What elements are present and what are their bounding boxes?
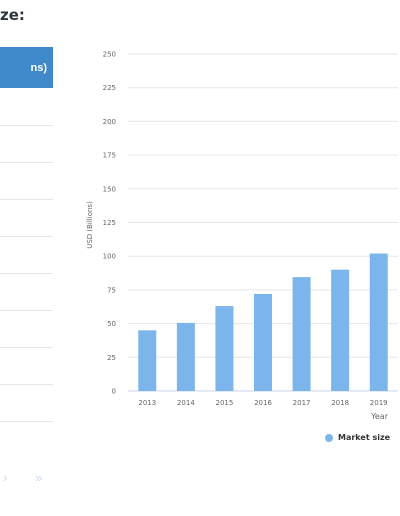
table-row-divider [0,310,53,311]
y-tick-labels: 0 25 50 75 100 125 150 175 200 225 250 [103,51,116,396]
bar-2016[interactable] [254,293,272,391]
x-tick-label: 2019 [370,399,388,407]
bar-2017[interactable] [292,277,311,391]
bar-2018[interactable] [331,269,350,391]
table-header: ns) [0,47,53,88]
legend-label: Market size [338,433,391,442]
table-row-divider [0,273,53,274]
x-tick-label: 2017 [293,399,311,407]
table-row-divider [0,162,53,163]
pager-next-button[interactable]: › [3,470,8,485]
y-tick-label: 150 [103,185,116,193]
y-tick-label: 0 [112,388,116,396]
x-tick-label: 2015 [216,399,234,407]
y-tick-label: 200 [103,118,116,126]
y-axis-label: USD (Billions) [86,201,94,249]
y-tick-label: 225 [103,84,116,92]
y-tick-label: 125 [103,219,116,227]
table-row-divider [0,125,53,126]
y-tick-label: 25 [107,354,116,362]
x-tick-labels: 2013 2014 2015 2016 2017 2018 2019 [138,399,387,407]
x-tick-label: 2016 [254,399,272,407]
x-tick-label: 2013 [138,399,156,407]
y-tick-label: 100 [103,253,116,261]
table-row-divider [0,421,53,422]
bar-2019[interactable] [369,253,388,391]
chart-legend[interactable]: Market size [325,433,390,442]
table-row-divider [0,236,53,237]
x-axis-label: Year [370,412,389,421]
page-heading: ze: [0,6,25,24]
chart-bars [138,253,388,391]
x-tick-label: 2018 [331,399,349,407]
x-tick-label: 2014 [177,399,195,407]
bar-2015[interactable] [215,306,234,391]
legend-marker [325,433,333,442]
bar-2014[interactable] [176,322,195,391]
y-tick-label: 50 [107,320,116,328]
table-row-divider [0,347,53,348]
y-tick-label: 250 [103,51,116,59]
y-tick-label: 175 [103,152,116,160]
table-row-divider [0,199,53,200]
pager-last-button[interactable]: » [35,470,43,485]
y-tick-label: 75 [107,286,116,294]
table-row-divider [0,384,53,385]
bar-2013[interactable] [138,330,157,391]
